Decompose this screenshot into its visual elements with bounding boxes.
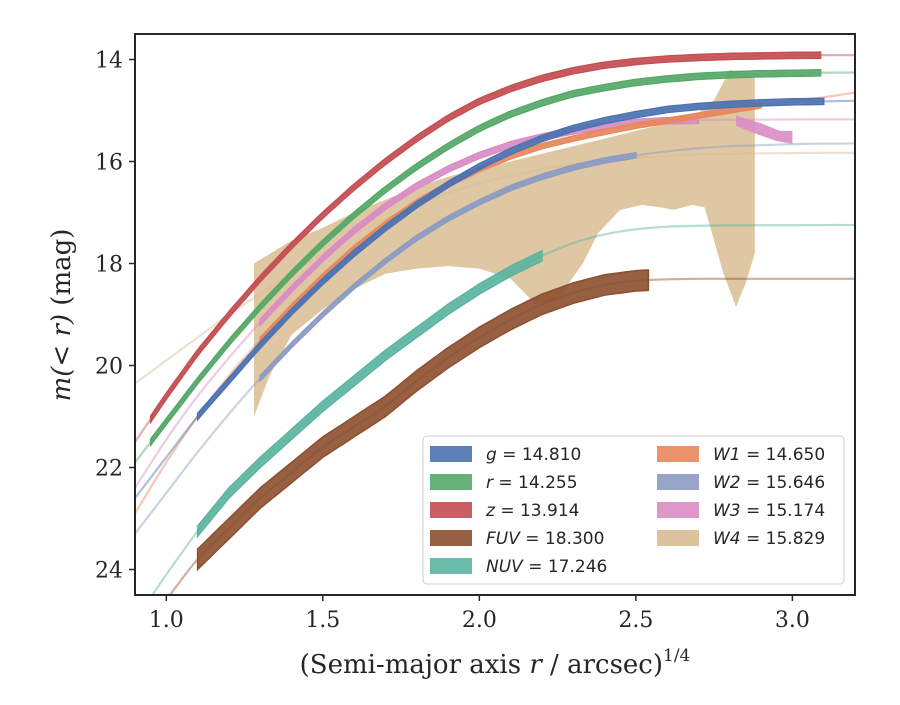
series-band-nuv: [196, 249, 543, 539]
legend-swatch-z: [430, 502, 472, 518]
line-layer: [135, 51, 855, 595]
x-axis: 1.0 1.5 2.0 2.5 3.0: [149, 595, 810, 633]
x-tick-label: 1.5: [305, 608, 340, 633]
x-tick-label: 3.0: [775, 608, 810, 633]
legend-swatch-w3: [657, 502, 699, 518]
legend-swatch-w2: [657, 474, 699, 490]
legend-swatch-w1: [657, 446, 699, 462]
legend-box: [422, 435, 845, 585]
legend-swatch-r: [430, 474, 472, 490]
plot-frame: [134, 33, 856, 596]
series-band-w2: [259, 151, 637, 383]
x-tick-label: 1.0: [149, 608, 184, 633]
legend-label-g: g = 14.810: [486, 445, 581, 465]
series-band-z: [149, 51, 822, 425]
w3-uncertainty-band: [736, 115, 793, 144]
series-band-r: [149, 69, 822, 448]
x-axis-label: (Semi-major axis r / arcsec)1/4: [300, 646, 691, 680]
series-band-fuv: [196, 269, 650, 572]
legend-label-w3: W3 = 15.174: [713, 501, 825, 521]
legend-label-z: z = 13.914: [485, 501, 579, 521]
legend-label-w4: W4 = 15.829: [713, 529, 825, 549]
legend-swatch-fuv: [430, 530, 472, 546]
legend: g = 14.810 r = 14.255 z = 13.914 FUV = 18.3…: [422, 435, 845, 585]
legend-label-nuv: NUV = 17.246: [486, 557, 607, 577]
y-tick-label: 22: [95, 457, 123, 482]
series-band-g: [196, 97, 825, 422]
y-tick-label: 24: [95, 559, 123, 584]
y-tick-label: 14: [95, 49, 123, 74]
x-tick-label: 2.5: [618, 608, 653, 633]
legend-label-w2: W2 = 15.646: [713, 473, 825, 493]
legend-label-fuv: FUV = 18.300: [486, 529, 604, 549]
legend-swatch-w4: [657, 530, 699, 546]
y-tick-label: 16: [95, 151, 123, 176]
y-axis-label: m(< r) (mag): [47, 229, 77, 402]
legend-swatch-g: [430, 446, 472, 462]
y-tick-label: 18: [95, 253, 123, 278]
y-tick-label: 20: [95, 355, 123, 380]
legend-label-r: r = 14.255: [486, 473, 578, 493]
legend-swatch-nuv: [430, 558, 472, 574]
series-line-w4: [135, 151, 855, 385]
x-tick-label: 2.0: [462, 608, 497, 633]
series-band-w3: [259, 116, 700, 328]
legend-label-w1: W1 = 14.650: [713, 445, 825, 465]
y-axis: 14 16 18 20 22 24: [95, 49, 135, 584]
